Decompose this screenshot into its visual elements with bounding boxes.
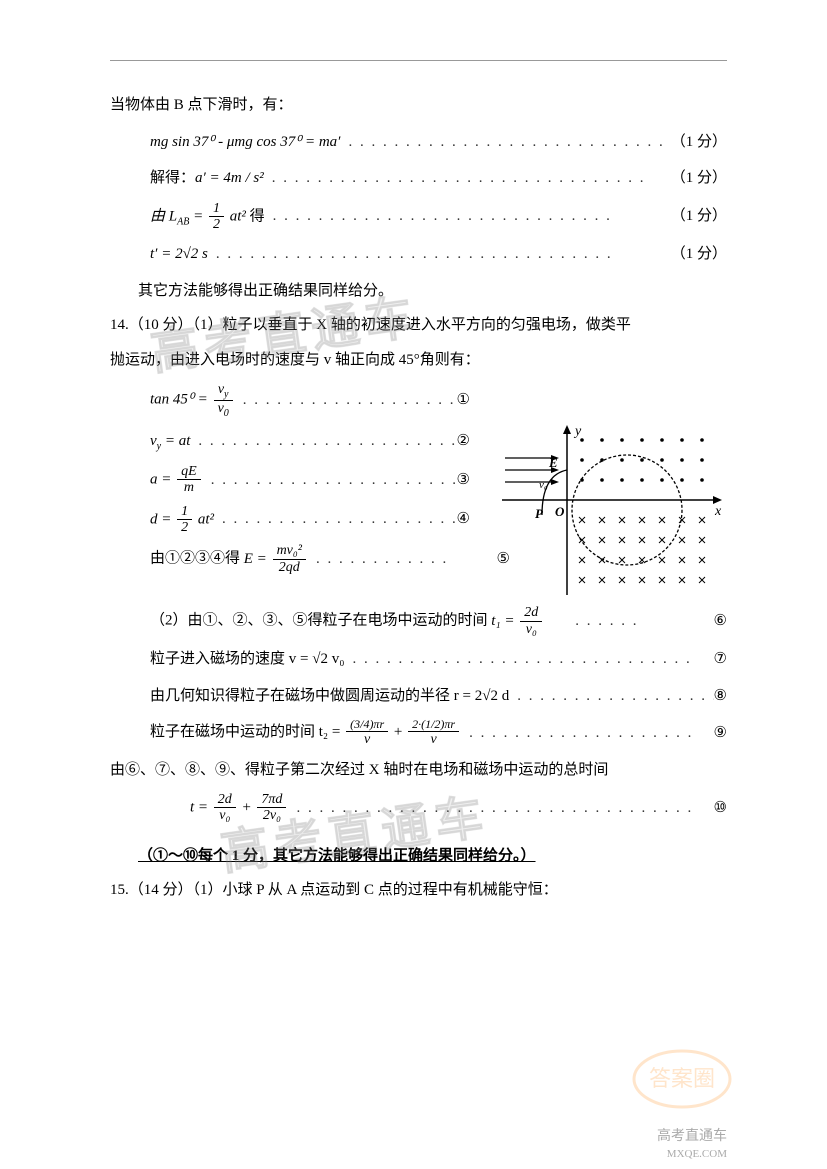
mark: ⑩ <box>714 794 727 823</box>
equation-line: mg sin 37⁰ - μmg cos 37⁰ = ma′ . . . . .… <box>110 128 727 157</box>
equation: mg sin 37⁰ - μmg cos 37⁰ = ma′ <box>110 128 340 157</box>
dotfill: . . . . . . . . . . . . . . . . . . . . <box>235 386 457 415</box>
equation: 由 LAB = 12 at² 得 <box>110 201 265 233</box>
text-line: 抛运动，由进入电场时的速度与 v 轴正向成 45°角则有： <box>110 346 727 375</box>
equation-line: 粒子进入磁场的速度 v = √2 v₀ . . . . . . . . . . … <box>110 645 727 674</box>
equation-line: 由 LAB = 12 at² 得 . . . . . . . . . . . .… <box>110 201 727 233</box>
mark: ② <box>457 427 470 456</box>
text-line: 当物体由 B 点下滑时，有： <box>110 91 727 120</box>
equation-line: d = 12 at² . . . . . . . . . . . . . . .… <box>110 504 470 536</box>
equation: t′ = 2√2 s <box>110 240 208 269</box>
dotfill: . . . . . . . . . . . . . . . . . . . . … <box>203 466 457 495</box>
text-line: 14.（10 分）（1）粒子以垂直于 X 轴的初速度进入水平方向的匀强电场，做类… <box>110 311 727 340</box>
mark: ⑨ <box>714 719 727 748</box>
equation: 解得：a′ = 4m / s² <box>110 164 264 193</box>
text-line: 其它方法能够得出正确结果同样给分。 <box>110 277 727 306</box>
mark: ⑥ <box>714 607 727 636</box>
axis-y-label: y <box>573 424 582 439</box>
note-bold: （①～⑩每个 1 分，其它方法能够得出正确结果同样给分。） <box>110 842 727 871</box>
equation-line: t = 2dv₀ + 7πd2v₀ . . . . . . . . . . . … <box>110 792 727 824</box>
equation: 粒子进入磁场的速度 v = √2 v₀ <box>110 645 344 674</box>
points: （1 分） <box>671 164 727 193</box>
points: （1 分） <box>671 202 727 231</box>
footer-watermark: 高考直通车 <box>657 1124 727 1151</box>
dotfill: . . . . . . . . . . . . <box>308 545 497 574</box>
mark: ③ <box>457 466 470 495</box>
equation-line: （2）由①、②、③、⑤得粒子在电场中运动的时间 t₁ = 2dv₀ . . . … <box>110 605 727 637</box>
dotfill: . . . . . . . . . . . . . . . . . . . . … <box>265 202 671 231</box>
dotfill: . . . . . . . . . . . . . . . . . . . . … <box>214 505 457 534</box>
dotfill: . . . . . . . . . . . . . . . . . . . . … <box>264 164 671 193</box>
svg-text:P: P <box>535 506 544 521</box>
mark: ④ <box>457 505 470 534</box>
dotfill: . . . . . . . . . . . . . . . . . . . . … <box>344 645 713 674</box>
svg-text:v₀: v₀ <box>539 479 548 491</box>
dotfill: . . . . . . . . . . . . . . . . . . . . … <box>190 427 456 456</box>
svg-text:答案圈: 答案圈 <box>649 1066 715 1091</box>
mark: ⑦ <box>714 645 727 674</box>
dotfill: . . . . . . . . . . . . . . . . . . . . … <box>208 240 671 269</box>
equation: d = 12 at² <box>110 504 214 536</box>
equation-line: a = qEm . . . . . . . . . . . . . . . . … <box>110 464 470 496</box>
equation-line: 粒子在磁场中运动的时间 t₂ = (3/4)πrv + 2·(1/2)πrv .… <box>110 718 727 748</box>
dotfill: . . . . . . . . . . . . . . . . . . . . … <box>288 794 713 823</box>
physics-diagram: y x <box>497 420 727 600</box>
text-line: 15.（14 分）（1）小球 P 从 A 点运动到 C 点的过程中有机械能守恒： <box>110 876 727 905</box>
footer-url: MXQE.COM <box>667 1144 727 1165</box>
equation: tan 45⁰ = vyv0 <box>110 382 235 419</box>
equation: 粒子在磁场中运动的时间 t₂ = (3/4)πrv + 2·(1/2)πrv <box>110 718 461 748</box>
equation-line: vy = at . . . . . . . . . . . . . . . . … <box>110 427 470 456</box>
points: （1 分） <box>671 240 727 269</box>
svg-text:O: O <box>555 504 565 519</box>
equation: vy = at <box>110 427 190 456</box>
dotfill: . . . . . . <box>544 607 713 636</box>
equation: 由几何知识得粒子在磁场中做圆周运动的半径 r = 2√2 d <box>110 682 509 711</box>
equation-line: 由①②③④得 E = mv₀²2qd . . . . . . . . . . .… <box>110 543 510 575</box>
equation-line: 解得：a′ = 4m / s² . . . . . . . . . . . . … <box>110 164 727 193</box>
svg-text:E: E <box>548 455 558 470</box>
axis-x-label: x <box>714 504 722 519</box>
dotfill: . . . . . . . . . . . . . . . . . . . . <box>461 719 713 748</box>
equation-line: tan 45⁰ = vyv0 . . . . . . . . . . . . .… <box>110 382 470 419</box>
points: （1 分） <box>671 128 727 157</box>
dotfill: . . . . . . . . . . . . . . . . . . <box>509 682 713 711</box>
equation-line: 由几何知识得粒子在磁场中做圆周运动的半径 r = 2√2 d . . . . .… <box>110 682 727 711</box>
equation: a = qEm <box>110 464 203 496</box>
dotfill: . . . . . . . . . . . . . . . . . . . . … <box>340 128 670 157</box>
top-divider <box>110 60 727 61</box>
mark: ⑧ <box>714 682 727 711</box>
answer-watermark-icon: 答案圈 <box>627 1044 737 1114</box>
equation-line: t′ = 2√2 s . . . . . . . . . . . . . . .… <box>110 240 727 269</box>
text-line: 由⑥、⑦、⑧、⑨、得粒子第二次经过 X 轴时在电场和磁场中运动的总时间 <box>110 756 727 785</box>
equation: （2）由①、②、③、⑤得粒子在电场中运动的时间 t₁ = 2dv₀ <box>110 605 544 637</box>
mark: ① <box>457 386 470 415</box>
equation: 由①②③④得 E = mv₀²2qd <box>110 543 308 575</box>
equation: t = 2dv₀ + 7πd2v₀ <box>110 792 288 824</box>
